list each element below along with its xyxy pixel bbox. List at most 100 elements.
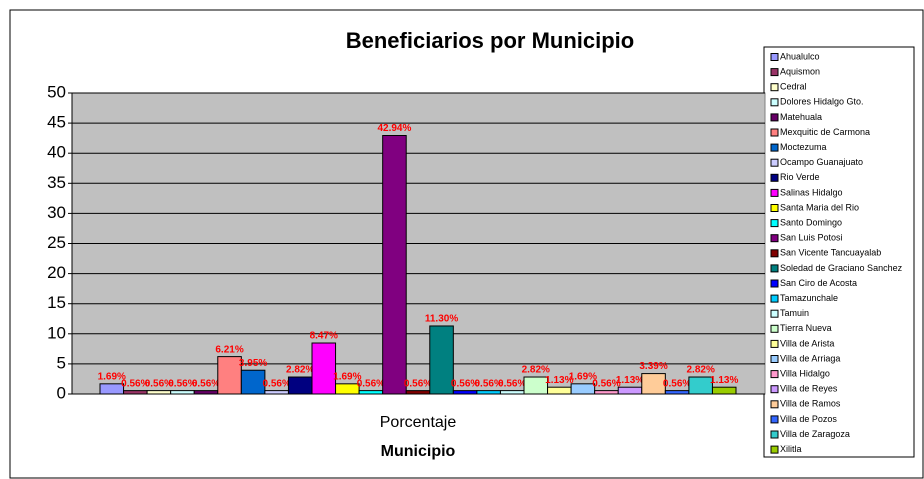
bar [594,390,619,395]
legend-label: Tierra Nueva [780,323,832,333]
bar [641,373,666,395]
legend-swatch [770,98,779,107]
data-label: 0.56% [451,378,479,389]
legend-label: Xilitla [780,444,802,454]
data-label: 1.69% [333,371,361,382]
data-label: 2.82% [522,365,550,376]
legend-label: Santo Domingo [780,217,842,227]
legend-swatch [770,339,779,348]
legend-label: Soledad de Graciano Sanchez [780,263,903,273]
x-tick-label: Porcentaje [380,414,457,431]
legend-box [763,46,915,458]
bar [123,390,148,395]
data-label: 3.95% [239,358,267,369]
legend-label: Rio Verde [780,172,820,182]
bar [240,369,266,395]
data-label: 0.56% [663,378,691,389]
bar [452,390,478,395]
legend-swatch [770,128,779,137]
legend-swatch [770,143,779,152]
bar [170,390,195,395]
bar [547,386,572,395]
bar [570,383,596,395]
data-label: 0.56% [474,378,502,389]
data-label: 0.56% [404,378,432,389]
legend-label: Salinas Hidalgo [780,187,843,197]
legend-label: Villa de Arriaga [780,353,840,363]
data-label: 1.13% [710,375,738,386]
legend-swatch [770,158,779,167]
y-tick-label: 15 [47,293,66,312]
bar [382,135,407,395]
legend-swatch [770,173,779,182]
y-tick-label: 10 [47,323,66,342]
legend-swatch [770,400,779,409]
legend-label: San Vicente Tancuayalab [780,248,881,258]
bar [311,342,337,395]
data-label: 3.39% [639,361,667,372]
legend-label: Villa de Ramos [780,399,841,409]
legend-swatch [770,355,779,363]
legend-swatch [770,249,779,258]
bar [358,390,384,395]
bar [476,390,501,395]
bar [429,325,454,395]
legend-swatch [770,430,779,439]
bar [217,356,242,395]
legend-swatch [770,264,779,273]
data-label: 0.56% [357,378,385,389]
data-label: 0.56% [592,378,620,389]
bar [405,390,431,395]
legend-label: Dolores Hidalgo Gto. [780,97,864,107]
legend-label: Santa Maria del Rio [780,202,859,212]
legend-label: Mexquitic de Carmona [780,127,870,137]
y-tick-label: 35 [47,173,66,192]
data-label: 6.21% [215,344,243,355]
legend-label: Matehuala [780,112,822,122]
y-tick-label: 20 [47,263,66,282]
bar [146,390,172,395]
bar [617,386,643,395]
bar [287,376,313,395]
data-label: 8.47% [310,331,338,342]
data-label: 0.56% [192,378,220,389]
legend-swatch [770,204,779,212]
y-tick-label: 5 [57,353,66,372]
legend-swatch [770,279,779,288]
bar [99,383,125,395]
data-label: 1.13% [616,375,644,386]
data-label: 2.82% [286,365,314,376]
x-axis-label: Municipio [381,443,456,460]
legend-swatch [770,370,779,379]
data-label: 0.56% [145,378,173,389]
legend-label: Moctezuma [780,142,827,152]
bar [688,376,713,395]
legend-swatch [770,309,779,318]
bar [523,376,549,395]
bar [264,390,289,395]
data-label: 1.13% [545,375,573,386]
data-label: 0.56% [498,378,526,389]
bar [193,390,219,395]
legend-swatch [770,68,779,77]
data-label: 0.56% [121,378,149,389]
y-tick-label: 40 [47,143,66,162]
data-label: 1.69% [569,371,597,382]
y-tick-label: 0 [57,383,66,402]
data-label: 0.56% [168,378,196,389]
bar [499,390,525,395]
y-tick-label: 45 [47,113,66,132]
bar [711,386,737,395]
legend-swatch [770,83,779,92]
legend-label: Villa de Arista [780,338,834,348]
legend-swatch [770,324,779,333]
data-label: 0.56% [262,378,290,389]
legend-label: Aquismon [780,66,820,76]
y-tick-label: 50 [47,82,66,101]
legend-label: Ocampo Guanajuato [780,157,863,167]
legend-swatch [770,415,779,424]
chart-title: Beneficiarios por Municipio [346,28,634,53]
legend-label: San Luis Potosi [780,233,843,243]
legend-label: Villa de Zaragoza [780,429,850,439]
data-label: 42.94% [377,123,411,134]
